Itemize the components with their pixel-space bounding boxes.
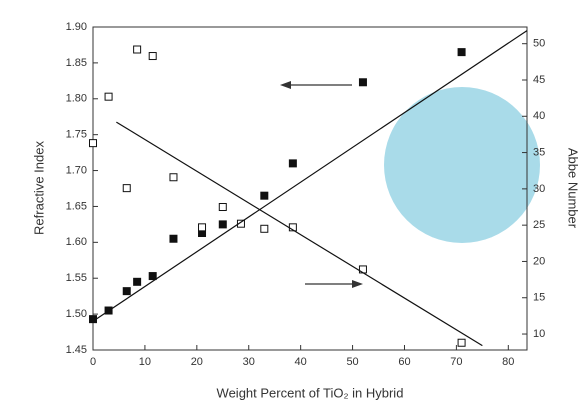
y-tick-label: 1.85 (66, 57, 87, 69)
filled-square-point (289, 160, 296, 167)
open-square-point (170, 174, 177, 181)
filled-square-point (458, 49, 465, 56)
x-tick-label: 40 (295, 356, 307, 368)
y2-tick-label: 15 (533, 292, 545, 304)
y2-tick-label: 20 (533, 255, 545, 267)
y-tick-label: 1.55 (66, 272, 87, 284)
filled-square-point (149, 273, 156, 280)
filled-square-point (359, 79, 366, 86)
open-square-point (123, 185, 130, 192)
open-square-point (261, 225, 268, 232)
x-tick-label: 30 (243, 356, 255, 368)
y-axis-label: Refractive Index (31, 141, 46, 235)
x-tick-label: 60 (398, 356, 410, 368)
y-tick-label: 1.45 (66, 344, 87, 356)
filled-square-point (219, 221, 226, 228)
filled-square-point (134, 278, 141, 285)
y-tick-label: 1.80 (66, 93, 87, 105)
y2-tick-label: 25 (533, 219, 545, 231)
annotation-arrows (280, 81, 363, 288)
y-tick-label: 1.60 (66, 236, 87, 248)
open-square-point (149, 53, 156, 60)
filled-square-point (170, 235, 177, 242)
y2-tick-label: 35 (533, 146, 545, 158)
filled-square-point (261, 192, 268, 199)
open-square-point (199, 224, 206, 231)
y2-tick-label: 40 (533, 110, 545, 122)
y-tick-label: 1.65 (66, 200, 87, 212)
x-tick-label: 0 (90, 356, 96, 368)
x-tick-label: 10 (139, 356, 151, 368)
y-tick-label: 1.50 (66, 308, 87, 320)
y2-tick-label: 45 (533, 74, 545, 86)
open-square-point (90, 140, 97, 147)
x-axis-label: Weight Percent of TiO₂ in Hybrid (217, 385, 404, 400)
x-tick-label: 70 (450, 356, 462, 368)
x-tick-label: 80 (502, 356, 514, 368)
open-square-point (105, 93, 112, 100)
open-square-point (458, 339, 465, 346)
y-tick-label: 1.75 (66, 129, 87, 141)
y2-axis-label: Abbe Number (566, 148, 581, 229)
x-tick-label: 20 (191, 356, 203, 368)
y2-tick-label: 50 (533, 38, 545, 50)
y2-tick-label: 10 (533, 328, 545, 340)
y-tick-label: 1.70 (66, 164, 87, 176)
open-square-point (134, 46, 141, 53)
y-tick-label: 1.90 (66, 21, 87, 33)
x-tick-label: 50 (346, 356, 358, 368)
open-square-point (219, 204, 226, 211)
chart: Weight Percent of TiO₂ in Hybrid Refract… (0, 0, 587, 413)
y2-tick-label: 30 (533, 183, 545, 195)
filled-square-point (123, 288, 130, 295)
